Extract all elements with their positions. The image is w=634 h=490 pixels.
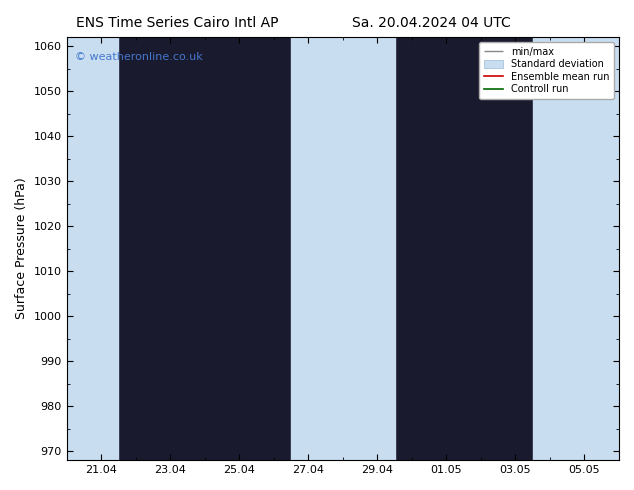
- Text: Sa. 20.04.2024 04 UTC: Sa. 20.04.2024 04 UTC: [352, 16, 510, 30]
- Text: © weatheronline.co.uk: © weatheronline.co.uk: [75, 52, 203, 62]
- Y-axis label: Surface Pressure (hPa): Surface Pressure (hPa): [15, 178, 28, 319]
- Text: ENS Time Series Cairo Intl AP: ENS Time Series Cairo Intl AP: [76, 16, 279, 30]
- Legend: min/max, Standard deviation, Ensemble mean run, Controll run: min/max, Standard deviation, Ensemble me…: [479, 42, 614, 99]
- Bar: [67, 37, 119, 460]
- Bar: [533, 37, 619, 460]
- Bar: [291, 37, 343, 460]
- Bar: [343, 37, 394, 460]
